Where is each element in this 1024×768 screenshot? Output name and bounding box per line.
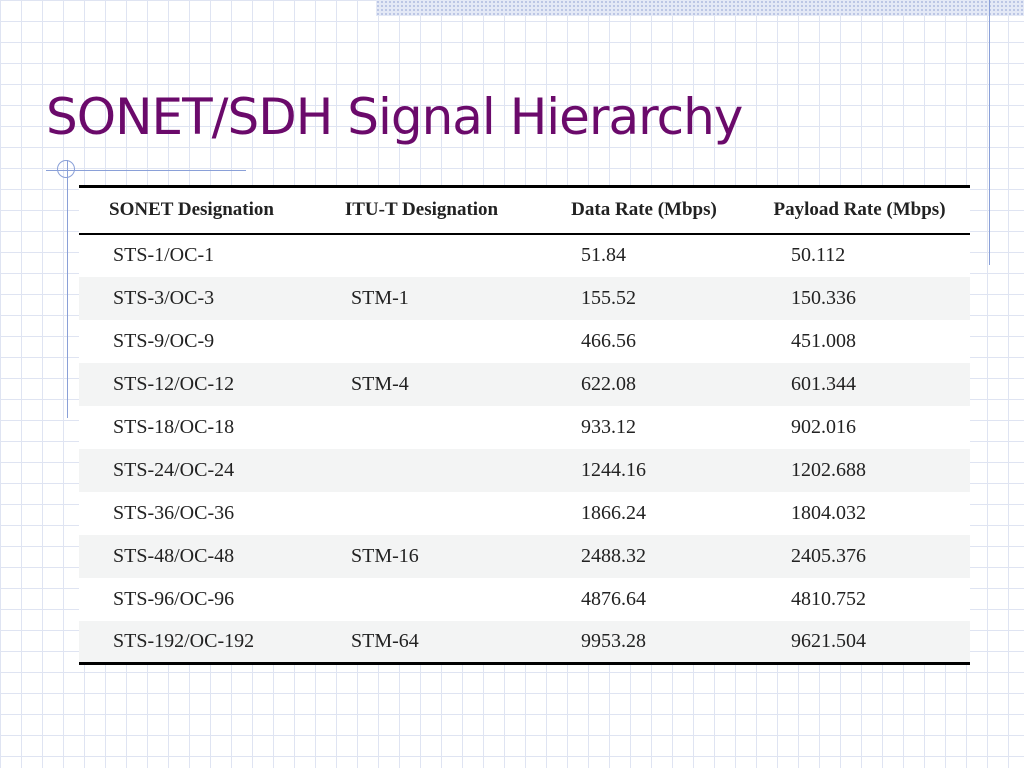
cell-sonet: STS-192/OC-192 [79, 620, 304, 665]
table-row: STS-3/OC-3 STM-1 155.52 150.336 [79, 276, 970, 320]
cell-sonet: STS-12/OC-12 [113, 372, 235, 395]
cell-data-rate: 622.08 [581, 372, 636, 395]
cell-payload-rate: 150.336 [791, 286, 856, 309]
cell-sonet: STS-24/OC-24 [113, 458, 235, 481]
cell-payload-rate: 9621.504 [749, 620, 970, 665]
cell-sonet: STS-9/OC-9 [113, 329, 215, 352]
cell-sonet: STS-48/OC-48 [113, 544, 235, 567]
cell-payload-rate: 902.016 [791, 415, 856, 438]
cell-itu [304, 492, 539, 535]
cell-itu: STM-1 [351, 286, 409, 309]
table-row: STS-96/OC-96 4876.64 4810.752 [79, 578, 970, 621]
table-row: STS-192/OC-192 STM-64 9953.28 9621.504 [79, 620, 970, 665]
left-decorative-rule [67, 160, 68, 418]
cell-payload-rate: 1202.688 [791, 458, 866, 481]
table-body: STS-1/OC-1 51.84 50.112 STS-3/OC-3 STM-1… [79, 234, 970, 665]
decorative-ring-icon [57, 160, 75, 178]
header-sonet-designation: SONET Designation [79, 185, 304, 235]
cell-sonet: STS-18/OC-18 [113, 415, 235, 438]
table-row: STS-12/OC-12 STM-4 622.08 601.344 [79, 362, 970, 406]
cell-data-rate: 4876.64 [581, 587, 646, 610]
cell-data-rate: 1866.24 [581, 501, 646, 524]
cell-data-rate: 9953.28 [539, 620, 749, 665]
table-row: STS-24/OC-24 1244.16 1202.688 [79, 448, 970, 492]
table-row: STS-9/OC-9 466.56 451.008 [79, 320, 970, 363]
cell-payload-rate: 2405.376 [791, 544, 866, 567]
title-underline-rule [46, 170, 246, 171]
cell-itu: STM-64 [304, 620, 539, 665]
cell-payload-rate: 451.008 [791, 329, 856, 352]
signal-hierarchy-table: SONET Designation ITU-T Designation Data… [79, 185, 970, 665]
header-itu-t-designation: ITU-T Designation [304, 185, 539, 235]
cell-payload-rate: 50.112 [791, 244, 846, 266]
cell-payload-rate: 1804.032 [791, 501, 866, 524]
cell-itu: STM-4 [351, 372, 409, 395]
cell-payload-rate: 4810.752 [791, 587, 866, 610]
cell-itu [304, 234, 539, 277]
slide-title: SONET/SDH Signal Hierarchy [46, 88, 743, 146]
header-payload-rate: Payload Rate (Mbps) [749, 185, 970, 235]
table-header: SONET Designation ITU-T Designation Data… [79, 185, 970, 235]
cell-itu [304, 578, 539, 621]
table-header-row: SONET Designation ITU-T Designation Data… [79, 185, 970, 235]
table-row: STS-48/OC-48 STM-16 2488.32 2405.376 [79, 534, 970, 578]
top-decorative-band [376, 0, 1024, 16]
cell-sonet: STS-1/OC-1 [113, 244, 215, 266]
cell-data-rate: 51.84 [581, 244, 626, 266]
cell-payload-rate: 601.344 [791, 372, 856, 395]
header-data-rate: Data Rate (Mbps) [539, 185, 749, 235]
cell-data-rate: 933.12 [581, 415, 636, 438]
cell-sonet: STS-36/OC-36 [113, 501, 235, 524]
table-row: STS-18/OC-18 933.12 902.016 [79, 406, 970, 449]
cell-data-rate: 2488.32 [581, 544, 646, 567]
cell-itu: STM-16 [351, 544, 419, 567]
table-row: STS-1/OC-1 51.84 50.112 [79, 234, 970, 277]
signal-hierarchy-table-container: SONET Designation ITU-T Designation Data… [79, 185, 970, 665]
cell-data-rate: 1244.16 [581, 458, 646, 481]
cell-itu [304, 406, 539, 449]
cell-itu [304, 449, 539, 492]
cell-sonet: STS-96/OC-96 [113, 587, 235, 610]
cell-itu [304, 320, 539, 363]
cell-data-rate: 155.52 [581, 286, 636, 309]
right-decorative-rule [989, 0, 990, 265]
cell-data-rate: 466.56 [581, 329, 636, 352]
table-row: STS-36/OC-36 1866.24 1804.032 [79, 492, 970, 535]
cell-sonet: STS-3/OC-3 [113, 286, 215, 309]
